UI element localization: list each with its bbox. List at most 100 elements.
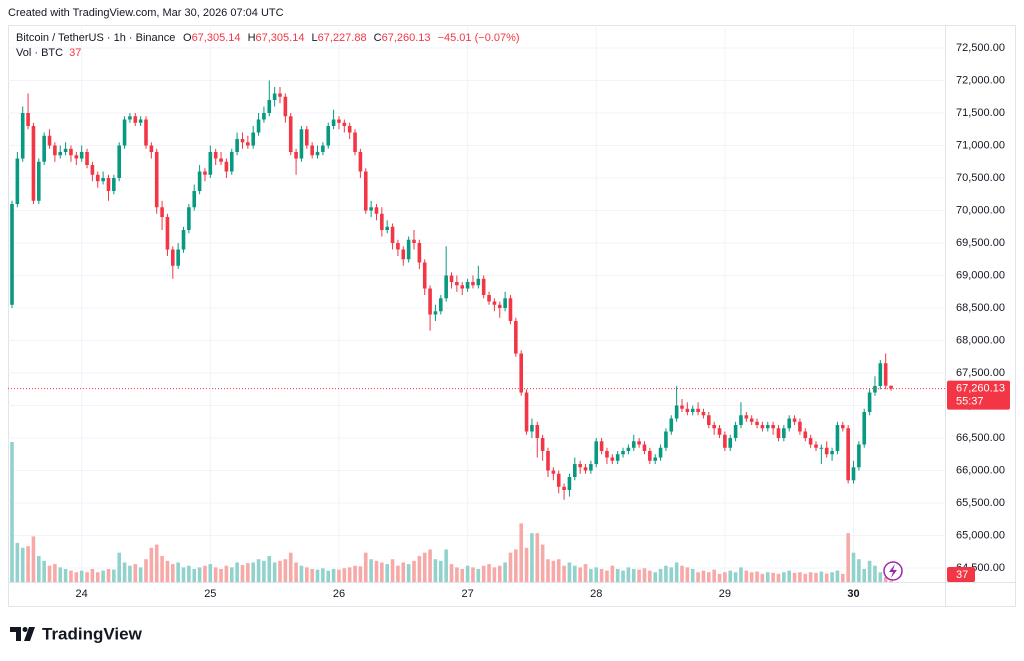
volume-bar (192, 568, 197, 582)
volume-bar (567, 562, 572, 582)
volume-bar (449, 564, 454, 582)
volume-bar (862, 568, 867, 582)
candle-body (583, 467, 588, 471)
candle-body (723, 434, 727, 448)
volume-bar (47, 565, 52, 582)
candle-body (396, 243, 400, 250)
candle-body (857, 444, 861, 468)
candle-body (449, 275, 454, 283)
candle-body (112, 178, 116, 192)
volume-bar (278, 560, 282, 582)
volume-bar (615, 568, 620, 582)
candle-body (74, 155, 79, 159)
candle-body (288, 116, 293, 153)
volume-bar (213, 567, 218, 582)
candle-body (546, 451, 550, 471)
y-tick-label: 69,500.00 (956, 237, 1005, 249)
volume-bar (203, 565, 207, 582)
logo-text: TradingView (42, 624, 143, 643)
y-tick-label: 71,000.00 (956, 139, 1005, 151)
volume-bar (326, 570, 331, 582)
candle-body (331, 119, 336, 127)
volume-bar (69, 570, 73, 582)
candle-body (42, 135, 46, 162)
volume-bar (680, 565, 684, 582)
y-tick-label: 68,500.00 (956, 302, 1005, 314)
volume-bar (42, 560, 46, 582)
candle-body (47, 135, 52, 146)
volume-bar (15, 542, 20, 582)
volume-bar (299, 565, 304, 582)
candle-body (798, 421, 802, 432)
volume-bar (428, 549, 432, 582)
logo-mark (24, 627, 35, 641)
volume-bar (851, 552, 856, 582)
volume-bar (739, 567, 743, 582)
candle-body (149, 145, 154, 153)
candle-body (171, 249, 175, 266)
x-tick-label: 30 (847, 588, 859, 600)
volume-bar (229, 567, 234, 582)
volume-bar (621, 570, 625, 582)
legend-key: C (374, 32, 382, 44)
candle-body (615, 454, 620, 461)
volume-bar (487, 564, 491, 582)
candle-body (53, 145, 57, 156)
volume-bar (642, 568, 647, 582)
volume-bar (631, 568, 636, 582)
candle-body (787, 418, 791, 429)
volume-bar (256, 559, 261, 582)
volume-bar (824, 573, 829, 582)
candle-body (503, 298, 507, 309)
candle-body (471, 282, 475, 286)
ohlc-legend: O67,305.14 H67,305.14 L67,227.88 C67,260… (183, 32, 520, 44)
volume-bar (101, 570, 105, 582)
volume-bar (117, 552, 121, 582)
candle-body (85, 152, 89, 166)
candle-body (433, 311, 438, 315)
y-tick-label: 69,000.00 (956, 269, 1005, 281)
candle-body (428, 288, 432, 315)
volume-bar (112, 569, 116, 582)
candle-body (835, 425, 840, 452)
candle-body (181, 230, 186, 250)
candle-body (476, 278, 481, 286)
candle-body (830, 451, 834, 455)
volume-bar (610, 565, 615, 582)
candle-body (294, 152, 298, 159)
candle-body (819, 447, 824, 449)
candle-body (197, 171, 202, 192)
volume-bar (197, 567, 202, 582)
volume-bar (321, 568, 325, 582)
candle-body (229, 152, 234, 172)
legend-value: 67,305.14 (256, 32, 305, 44)
candle-body (690, 408, 695, 413)
candle-body (744, 415, 749, 419)
volume-bar (830, 572, 834, 582)
candle-body (460, 285, 465, 289)
volume-bar (31, 536, 36, 582)
candle-body (589, 464, 593, 471)
candle-body (605, 451, 609, 458)
volume-bar (53, 564, 57, 582)
volume-bar (803, 573, 808, 582)
volume-bar (235, 562, 239, 582)
volume-bar (819, 571, 824, 582)
volume-bar (717, 573, 722, 582)
volume-bar (637, 569, 641, 582)
y-tick-label: 72,500.00 (956, 42, 1005, 54)
volume-bar (562, 565, 566, 582)
candle-body (841, 425, 845, 429)
candle-body (251, 132, 255, 146)
volume-bar (460, 568, 465, 582)
volume-bar (251, 562, 255, 582)
volume-bar (144, 559, 148, 582)
volume-bar (755, 571, 759, 582)
candle-body (358, 152, 363, 172)
candle-body (79, 152, 84, 159)
candle-body (514, 321, 518, 354)
volume-bar (455, 567, 459, 582)
candle-body (165, 217, 170, 250)
